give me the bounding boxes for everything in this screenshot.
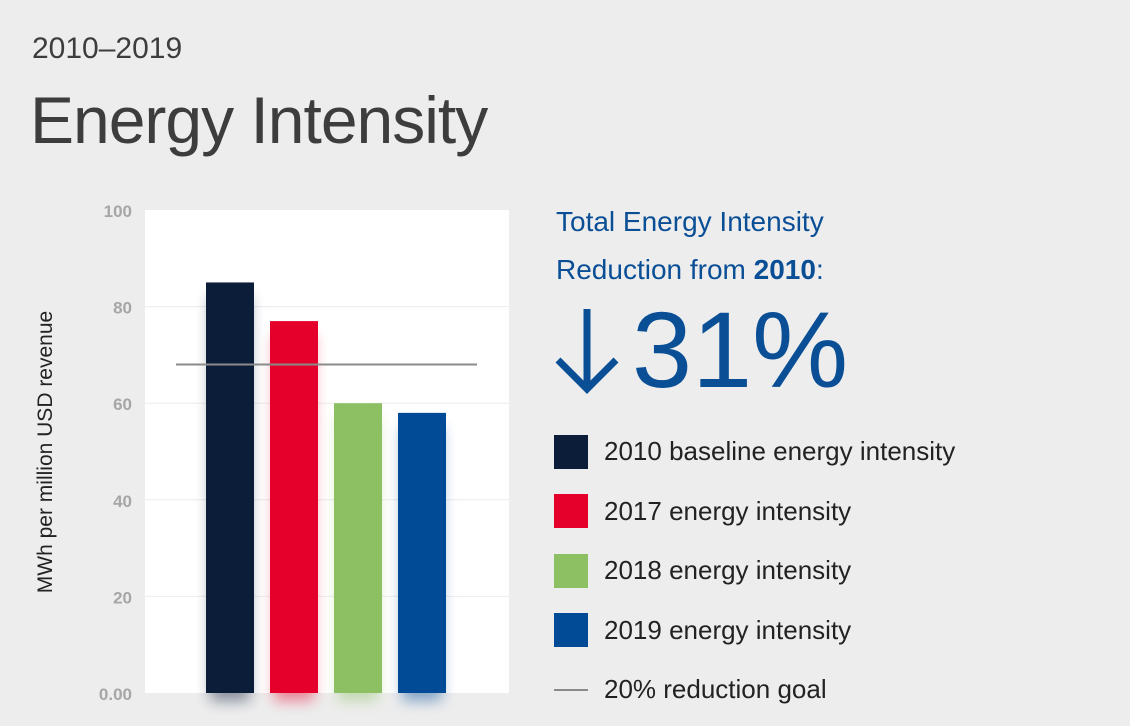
bar-2018 bbox=[334, 403, 382, 693]
reduction-figure: 31% bbox=[552, 296, 848, 404]
legend-swatch bbox=[554, 434, 588, 469]
legend-item: 20% reduction goal bbox=[554, 660, 955, 720]
summary-line2-year: 2010 bbox=[753, 254, 816, 285]
summary-headline-line1: Total Energy Intensity bbox=[556, 206, 824, 237]
y-tick-label: 100 bbox=[104, 202, 132, 221]
y-tick-label: 40 bbox=[113, 492, 132, 511]
summary-headline-line2: Reduction from 2010: bbox=[556, 254, 824, 286]
arrow-down-icon bbox=[555, 309, 619, 394]
bar-2017 bbox=[270, 321, 318, 693]
legend-swatch bbox=[554, 613, 588, 648]
legend-label: 2017 energy intensity bbox=[604, 495, 852, 526]
legend-label: 2018 energy intensity bbox=[604, 555, 852, 586]
legend-item: 2010 baseline energy intensity bbox=[554, 422, 955, 482]
summary-line2-prefix: Reduction from bbox=[556, 254, 754, 285]
y-axis-label: MWh per million USD revenue bbox=[34, 310, 57, 594]
subtitle: 2010–2019 bbox=[32, 32, 183, 65]
bar-2010 bbox=[206, 282, 254, 693]
y-tick-label: 80 bbox=[113, 299, 132, 318]
y-tick-label: 20 bbox=[113, 588, 132, 607]
legend: 2010 baseline energy intensity 2017 energ… bbox=[554, 422, 955, 720]
legend-label: 2019 energy intensity bbox=[604, 614, 852, 645]
y-tick-label: 60 bbox=[113, 395, 132, 414]
legend-line-swatch bbox=[554, 688, 588, 691]
page-title: Energy Intensity bbox=[30, 83, 488, 157]
legend-item: 2017 energy intensity bbox=[554, 482, 955, 542]
plot-area bbox=[145, 210, 509, 693]
legend-swatch bbox=[554, 494, 588, 529]
y-tick-label: 0.00 bbox=[99, 685, 132, 704]
reduction-percent: 31% bbox=[632, 289, 849, 410]
legend-item: 2018 energy intensity bbox=[554, 541, 955, 601]
legend-label: 2010 baseline energy intensity bbox=[604, 436, 956, 467]
bar-2019 bbox=[398, 412, 446, 693]
legend-item: 2019 energy intensity bbox=[554, 601, 955, 661]
summary-line2-suffix: : bbox=[815, 254, 824, 285]
legend-label: 20% reduction goal bbox=[604, 674, 827, 705]
legend-swatch bbox=[554, 553, 588, 588]
